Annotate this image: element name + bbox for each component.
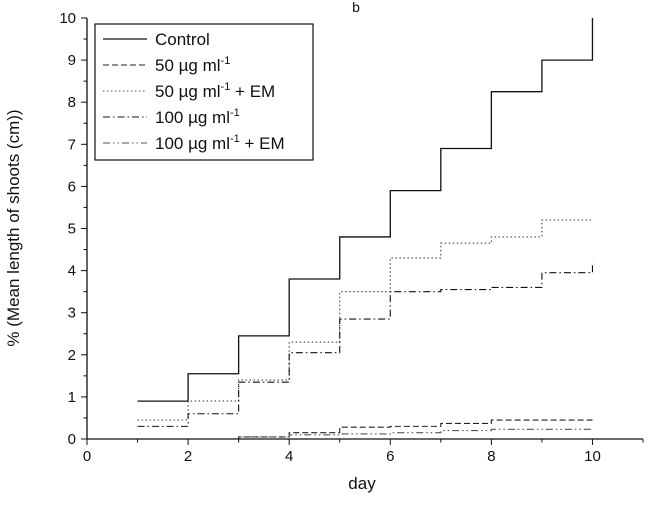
x-tick-label: 8 bbox=[487, 448, 495, 465]
panel-label: b bbox=[352, 0, 360, 15]
y-tick-label: 8 bbox=[68, 94, 76, 111]
y-tick-label: 4 bbox=[68, 263, 76, 280]
y-axis-label: % (Mean length of shoots (cm)) bbox=[4, 109, 23, 346]
y-tick-label: 3 bbox=[68, 305, 76, 322]
legend-label-2: 50 µg ml-1 bbox=[155, 55, 230, 75]
x-tick-label: 2 bbox=[184, 448, 192, 465]
x-tick-label: 4 bbox=[285, 448, 293, 465]
series-line-4 bbox=[137, 262, 594, 427]
series-line-1 bbox=[137, 18, 594, 402]
legend-label-1: Control bbox=[155, 30, 210, 49]
x-tick-label: 0 bbox=[83, 448, 91, 465]
y-tick-label: 1 bbox=[68, 389, 76, 406]
legend-label-5: 100 µg ml-1 + EM bbox=[155, 133, 285, 153]
y-tick-label: 5 bbox=[68, 221, 76, 238]
series-line-3 bbox=[137, 219, 593, 421]
y-tick-label: 0 bbox=[68, 431, 76, 448]
y-tick-label: 2 bbox=[68, 347, 76, 364]
series-line-2 bbox=[137, 419, 593, 440]
y-tick-label: 9 bbox=[68, 52, 76, 69]
legend-label-4: 100 µg ml-1 bbox=[155, 107, 240, 127]
y-tick-label: 7 bbox=[68, 136, 76, 153]
legend: Control 50 µg ml-1 50 µg ml-1 + EM 100 µg m… bbox=[94, 23, 314, 161]
y-tick-label: 10 bbox=[59, 10, 76, 27]
legend-box bbox=[94, 23, 314, 161]
legend-label-3: 50 µg ml-1 + EM bbox=[155, 81, 275, 101]
x-axis-label: day bbox=[348, 474, 376, 493]
x-tick-label: 10 bbox=[584, 448, 601, 465]
series-line-5 bbox=[137, 428, 593, 440]
y-tick-label: 6 bbox=[68, 178, 76, 195]
x-tick-label: 6 bbox=[386, 448, 394, 465]
